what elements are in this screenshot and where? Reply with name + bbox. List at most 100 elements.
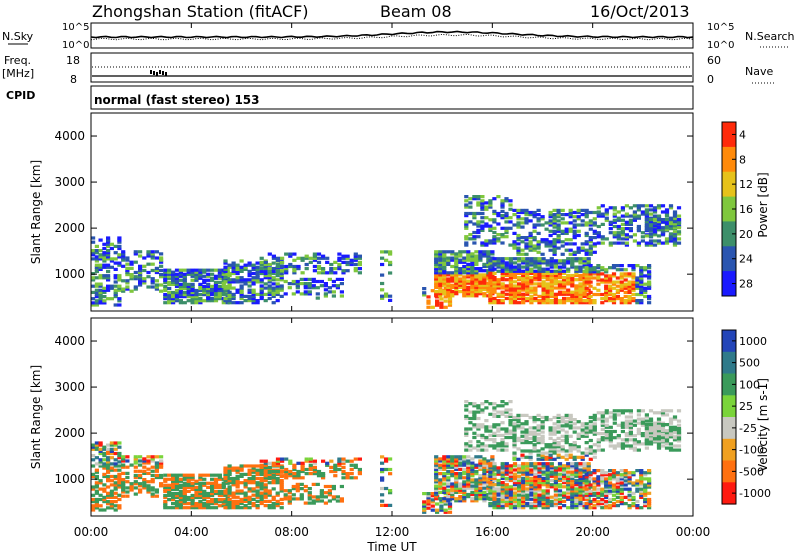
- data-cell: [357, 271, 362, 275]
- data-cell: [532, 430, 537, 434]
- data-cell: [627, 290, 632, 294]
- data-cell: [206, 506, 211, 510]
- data-cell: [608, 284, 613, 288]
- data-cell: [488, 476, 493, 480]
- data-cell: [504, 483, 509, 487]
- data-cell: [442, 292, 447, 296]
- data-cell: [615, 487, 620, 491]
- data-cell: [307, 495, 312, 499]
- data-cell: [163, 487, 168, 491]
- data-cell: [307, 286, 312, 290]
- data-cell: [512, 478, 518, 483]
- data-cell: [171, 487, 176, 491]
- data-cell: [345, 256, 350, 260]
- data-cell: [102, 445, 107, 449]
- data-cell: [496, 448, 501, 452]
- data-cell: [512, 436, 517, 440]
- data-cell: [146, 490, 151, 494]
- data-cell: [632, 214, 637, 218]
- data-cell: [549, 261, 554, 265]
- data-cell: [578, 292, 583, 296]
- data-cell: [303, 489, 308, 493]
- data-cell: [496, 265, 501, 269]
- data-cell: [578, 259, 583, 263]
- data-cell: [588, 477, 593, 481]
- data-cell: [275, 504, 280, 508]
- data-cell: [106, 244, 111, 248]
- data-cell: [470, 463, 475, 467]
- data-cell: [492, 288, 497, 292]
- data-cell: [492, 197, 497, 201]
- data-cell: [504, 504, 509, 508]
- data-cell: [500, 427, 505, 431]
- data-cell: [255, 483, 260, 487]
- data-cell: [142, 471, 147, 475]
- data-cell: [572, 236, 577, 240]
- data-cell: [213, 268, 219, 272]
- data-cell: [198, 286, 203, 291]
- data-cell: [198, 495, 203, 500]
- data-cell: [500, 301, 505, 305]
- data-cell: [592, 493, 597, 497]
- data-cell: [512, 240, 517, 244]
- data-cell: [520, 453, 525, 457]
- data-cell: [117, 460, 122, 464]
- data-cell: [537, 257, 542, 261]
- data-cell: [623, 294, 628, 299]
- data-cell: [113, 251, 118, 255]
- data-cell: [537, 462, 542, 466]
- data-cell: [536, 240, 541, 244]
- data-cell: [466, 271, 471, 275]
- data-cell: [235, 269, 240, 273]
- data-cell: [271, 267, 276, 271]
- data-cell: [430, 494, 435, 498]
- data-cell: [600, 278, 605, 282]
- data-cell: [640, 419, 645, 423]
- data-cell: [672, 226, 678, 230]
- data-cell: [331, 497, 336, 501]
- data-cell: [562, 299, 567, 303]
- data-cell: [206, 504, 211, 508]
- data-cell: [323, 282, 328, 286]
- data-cell: [446, 281, 451, 285]
- data-cell: [516, 438, 521, 443]
- data-cell: [380, 476, 385, 480]
- data-cell: [113, 280, 118, 284]
- data-cell: [227, 296, 232, 301]
- data-cell: [488, 261, 493, 265]
- data-cell: [468, 416, 473, 421]
- data-cell: [570, 466, 575, 470]
- data-cell: [611, 473, 617, 477]
- data-cell: [251, 481, 256, 485]
- data-cell: [259, 491, 264, 495]
- data-cell: [210, 284, 215, 288]
- data-cell: [316, 260, 322, 264]
- data-cell: [255, 481, 260, 485]
- data-cell: [476, 220, 481, 224]
- data-cell: [492, 211, 497, 216]
- data-cell: [635, 483, 640, 487]
- data-cell: [439, 301, 444, 305]
- data-cell: [600, 423, 605, 427]
- data-cell: [213, 282, 219, 286]
- data-cell: [163, 493, 168, 498]
- data-cell: [647, 297, 652, 301]
- data-cell: [545, 476, 550, 480]
- data-cell: [574, 468, 579, 472]
- data-cell: [556, 424, 561, 428]
- data-cell: [472, 402, 477, 406]
- data-cell: [537, 271, 542, 275]
- data-cell: [198, 299, 203, 303]
- data-cell: [572, 443, 577, 447]
- data-cell: [213, 290, 219, 295]
- data-cell: [576, 233, 581, 238]
- data-cell: [125, 455, 130, 459]
- data-cell: [533, 299, 538, 303]
- data-cell: [600, 487, 605, 491]
- data-cell: [329, 267, 334, 271]
- data-cell: [604, 432, 609, 436]
- data-cell: [566, 472, 571, 476]
- data-cell: [496, 481, 501, 485]
- data-cell: [580, 428, 585, 432]
- data-cell: [138, 475, 143, 480]
